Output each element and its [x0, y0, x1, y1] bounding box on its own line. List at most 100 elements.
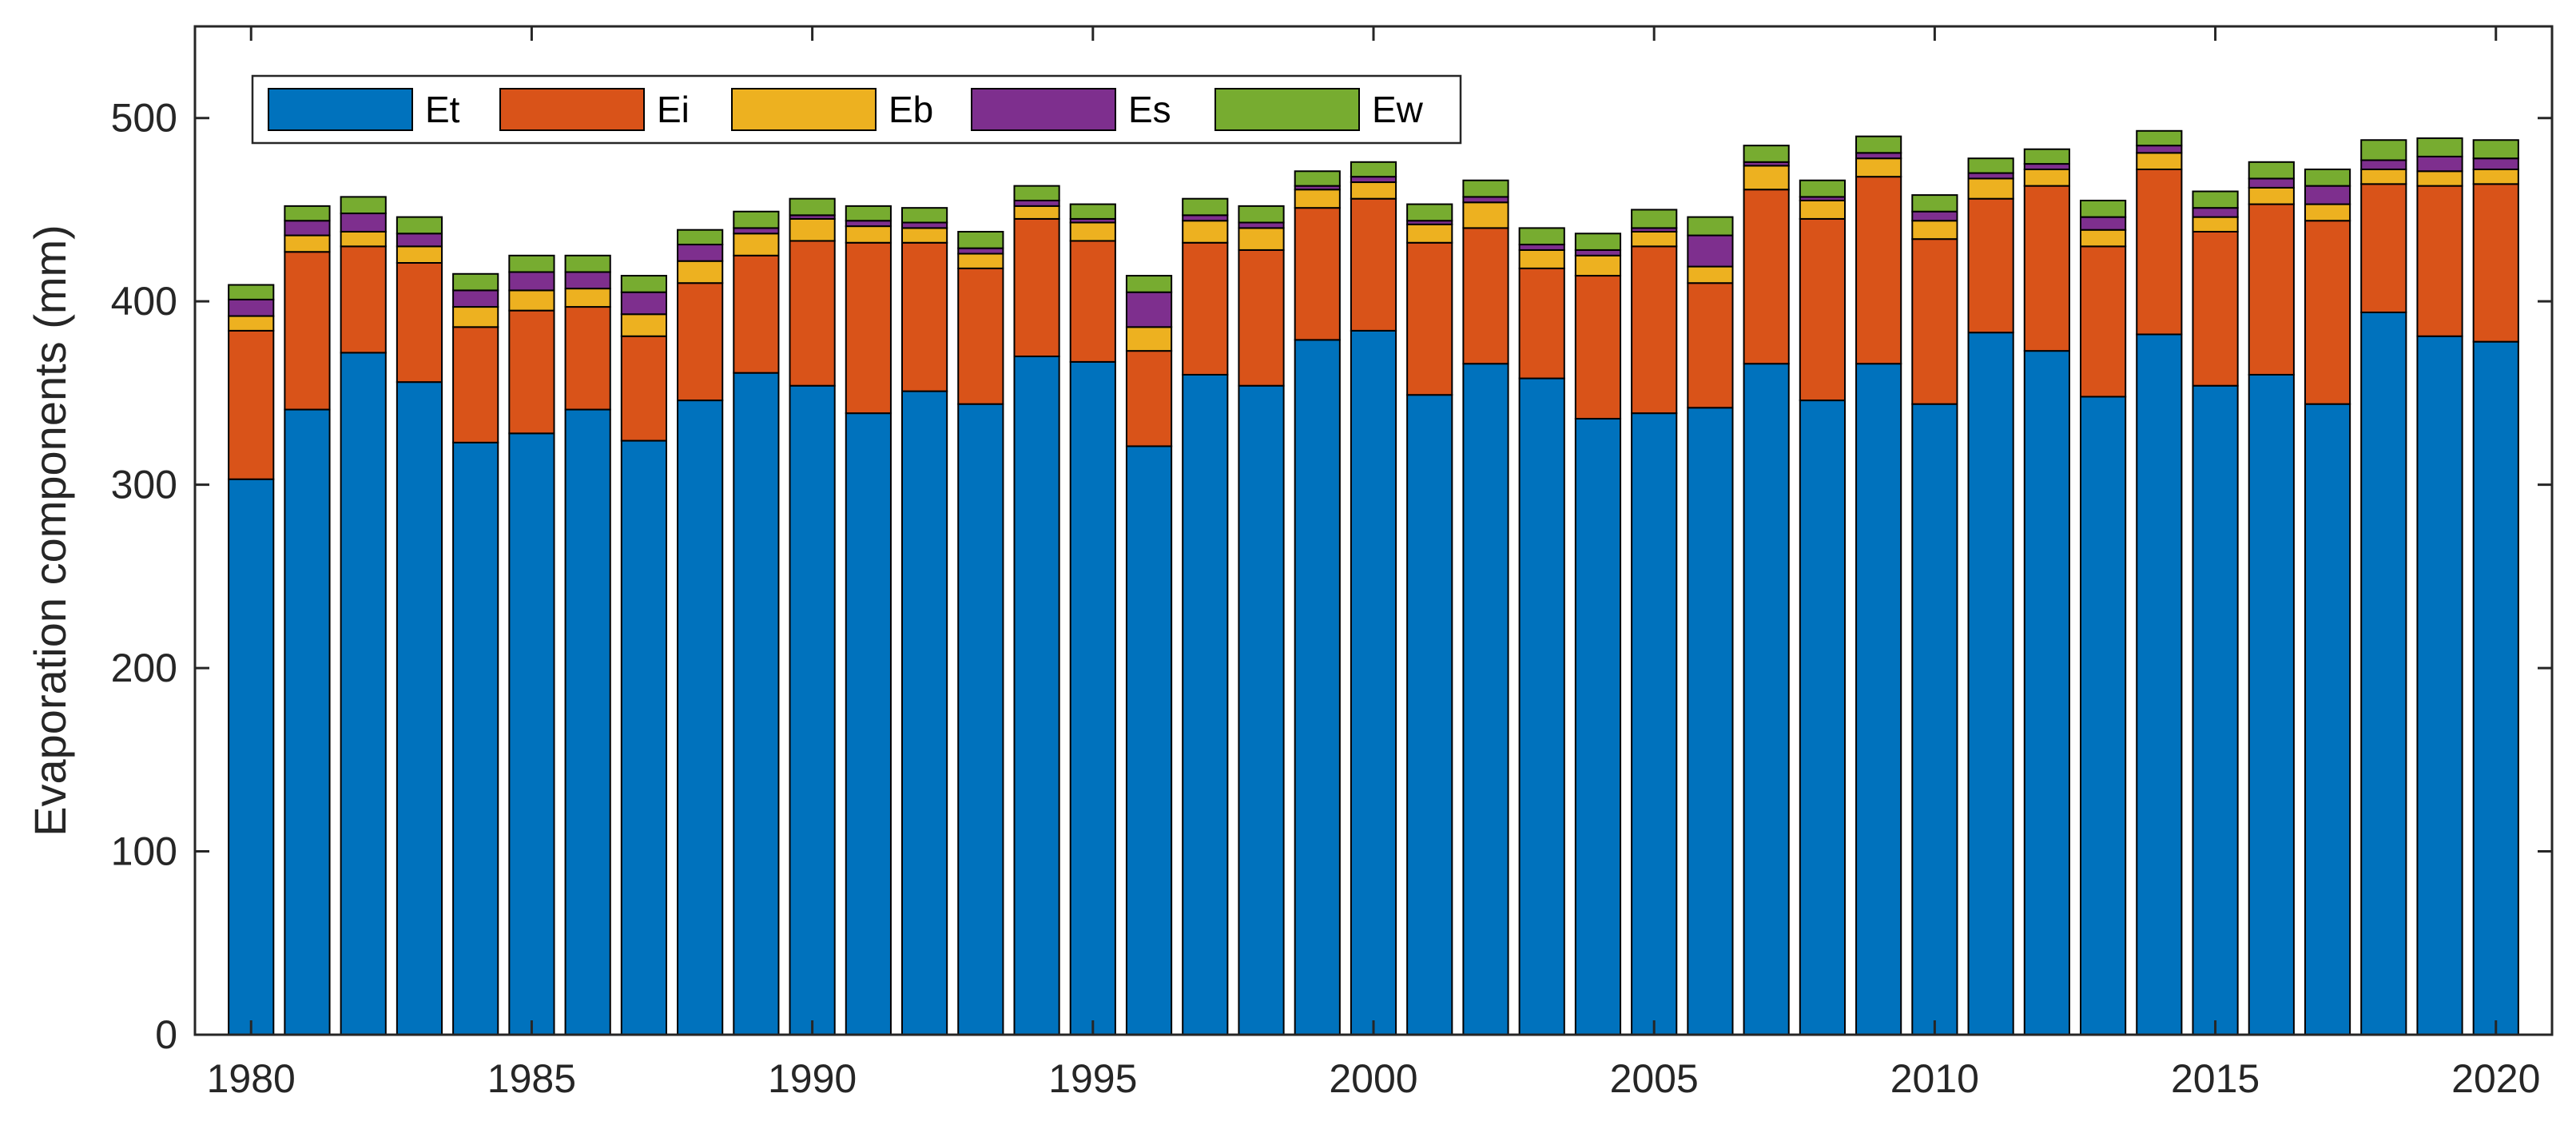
bar-ei-2000	[1350, 197, 1397, 332]
bar-es-2017	[2304, 185, 2351, 205]
bar-ew-1981	[284, 205, 331, 222]
bar-et-2006	[1687, 407, 1734, 1036]
bar-et-2015	[2192, 384, 2239, 1036]
legend-swatch-eb	[731, 88, 877, 131]
y-tick-label-0: 0	[155, 1012, 177, 1057]
bar-ei-2019	[2416, 185, 2463, 337]
bar-eb-2020	[2472, 168, 2519, 185]
bar-es-1988	[677, 244, 724, 262]
bar-ei-1996	[1125, 350, 1173, 447]
bar-eb-2009	[1855, 157, 1902, 178]
bar-eb-1995	[1069, 221, 1116, 242]
bar-eb-1999	[1294, 189, 1341, 209]
bar-ew-1999	[1294, 170, 1341, 187]
bar-ew-1994	[1013, 185, 1060, 201]
bar-es-1996	[1125, 291, 1173, 328]
x-tick-label-2015: 2015	[2171, 1056, 2260, 1101]
bar-ei-1981	[284, 251, 331, 411]
bar-et-1983	[396, 381, 443, 1036]
bar-eb-2007	[1743, 165, 1790, 191]
bar-ew-1993	[957, 230, 1004, 249]
bar-ew-1984	[452, 272, 499, 292]
bar-es-1982	[340, 213, 387, 233]
bar-et-2009	[1855, 363, 1902, 1036]
bar-ei-1994	[1013, 217, 1060, 358]
bar-es-1994	[1013, 199, 1060, 207]
bar-et-1990	[789, 384, 836, 1036]
legend-swatch-ew	[1214, 88, 1360, 131]
x-tick-label-2005: 2005	[1610, 1056, 1699, 1101]
bar-es-1993	[957, 247, 1004, 255]
bar-et-2007	[1743, 363, 1790, 1036]
legend-label-ew: Ew	[1372, 89, 1424, 130]
bar-eb-2010	[1911, 220, 1958, 241]
bar-ew-2015	[2192, 190, 2239, 209]
bar-et-1996	[1125, 445, 1173, 1036]
bar-eb-1986	[564, 288, 611, 308]
bar-ew-2019	[2416, 137, 2463, 157]
bar-et-2012	[2023, 350, 2070, 1036]
legend-swatch-ei	[499, 88, 645, 131]
bar-ei-2006	[1687, 282, 1734, 409]
bar-ei-1997	[1182, 241, 1229, 376]
bar-ei-1993	[957, 267, 1004, 405]
bar-eb-2011	[1967, 177, 2014, 200]
bar-ei-2020	[2472, 183, 2519, 343]
bar-et-1984	[452, 441, 499, 1036]
bar-ei-1986	[564, 306, 611, 411]
y-tick-label-500: 500	[111, 96, 177, 141]
bar-ew-2014	[2136, 129, 2183, 147]
bar-es-2013	[2080, 216, 2127, 231]
bar-es-2004	[1574, 248, 1622, 256]
bar-stacks	[228, 129, 2519, 1036]
bar-ew-2017	[2304, 168, 2351, 187]
bar-ew-1987	[620, 275, 667, 293]
bar-ew-1992	[901, 207, 948, 224]
y-tick-label-400: 400	[111, 279, 177, 324]
bar-ei-2018	[2360, 183, 2407, 313]
bar-eb-1980	[228, 315, 275, 332]
bar-eb-1990	[789, 217, 836, 242]
bar-ei-2007	[1743, 189, 1790, 365]
bar-es-1984	[452, 289, 499, 308]
bar-ew-1997	[1182, 197, 1229, 217]
bar-ei-1984	[452, 326, 499, 443]
bar-ei-2009	[1855, 176, 1902, 365]
legend-label-et: Et	[425, 89, 460, 130]
x-tick-label-2010: 2010	[1890, 1056, 1979, 1101]
bar-eb-2012	[2023, 168, 2070, 187]
bar-eb-2004	[1574, 254, 1622, 277]
bar-ew-1990	[789, 197, 836, 217]
bar-ew-2003	[1518, 227, 1565, 246]
bar-ew-1998	[1238, 205, 1285, 224]
bar-es-2006	[1687, 234, 1734, 268]
bar-eb-2016	[2248, 186, 2295, 205]
bar-eb-1987	[620, 313, 667, 337]
bar-ew-2013	[2080, 199, 2127, 218]
bar-es-2019	[2416, 155, 2463, 173]
y-axis: 0 100 200 300 400 500	[111, 96, 2552, 1057]
bar-eb-1985	[508, 289, 555, 312]
bar-eb-1982	[340, 230, 387, 248]
legend-swatch-et	[268, 88, 413, 131]
bar-ei-1992	[901, 241, 948, 392]
bar-et-2008	[1799, 400, 1847, 1036]
bar-et-1991	[845, 412, 892, 1036]
bar-eb-1993	[957, 252, 1004, 269]
bar-es-2009	[1855, 152, 1902, 160]
bar-ei-2014	[2136, 168, 2183, 336]
bar-ei-2015	[2192, 230, 2239, 387]
bar-ew-2004	[1574, 233, 1622, 251]
bar-ew-2011	[1967, 157, 2014, 174]
bar-et-1985	[508, 432, 555, 1036]
bar-ei-1983	[396, 262, 443, 384]
bar-ei-1991	[845, 241, 892, 415]
bar-eb-2001	[1406, 223, 1453, 244]
x-tick-label-1995: 1995	[1048, 1056, 1137, 1101]
bar-et-1998	[1238, 384, 1285, 1036]
bar-ew-2001	[1406, 203, 1453, 222]
bar-ei-1998	[1238, 248, 1285, 387]
bar-ei-1995	[1069, 240, 1116, 363]
bar-ew-2010	[1911, 194, 1958, 213]
